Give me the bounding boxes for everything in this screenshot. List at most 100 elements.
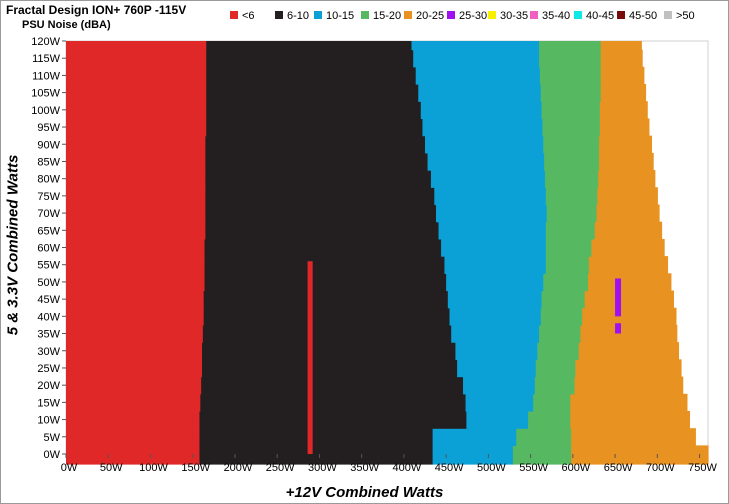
x-tick-label: 450W bbox=[435, 462, 464, 474]
legend-label: 20-25 bbox=[416, 10, 444, 22]
x-tick-label: 400W bbox=[393, 462, 422, 474]
heat-cell bbox=[205, 204, 437, 223]
heat-cell bbox=[66, 359, 203, 378]
heat-cell bbox=[420, 101, 543, 120]
heat-cell bbox=[545, 256, 590, 274]
heat-cell bbox=[545, 238, 593, 257]
legend-swatch bbox=[664, 11, 672, 19]
heat-cell bbox=[204, 273, 447, 292]
heat-cell bbox=[66, 410, 201, 429]
heat-cell bbox=[66, 135, 206, 154]
heat-cell bbox=[430, 170, 546, 188]
heat-anomaly bbox=[615, 278, 621, 317]
heat-cell bbox=[449, 307, 542, 326]
heat-cell bbox=[206, 49, 414, 68]
heat-cell bbox=[441, 238, 547, 257]
heat-cell bbox=[539, 66, 602, 85]
x-tick-label: 250W bbox=[266, 462, 295, 474]
heat-cell bbox=[597, 187, 658, 206]
heat-cell bbox=[438, 221, 547, 240]
heat-cell bbox=[535, 359, 576, 378]
chart-subtitle: PSU Noise (dBA) bbox=[22, 19, 111, 31]
heat-cell bbox=[66, 393, 201, 412]
heat-cell bbox=[600, 84, 647, 102]
heat-cell bbox=[418, 84, 542, 102]
heat-cell bbox=[578, 342, 680, 360]
heat-cell bbox=[543, 135, 600, 154]
heat-cell bbox=[203, 307, 451, 326]
heat-cell bbox=[66, 84, 207, 102]
heat-cell bbox=[451, 324, 540, 343]
heat-cell bbox=[66, 445, 201, 465]
legend-label: >50 bbox=[676, 10, 695, 22]
heat-cell bbox=[539, 324, 582, 343]
heat-cell bbox=[66, 376, 202, 395]
heat-cell bbox=[203, 290, 449, 309]
heat-cell bbox=[444, 256, 547, 274]
heat-cell bbox=[455, 342, 538, 360]
y-tick-label: 25W bbox=[37, 363, 60, 375]
x-tick-label: 150W bbox=[181, 462, 210, 474]
heat-cell bbox=[588, 256, 669, 274]
heat-cell bbox=[580, 324, 678, 343]
heat-cell bbox=[435, 204, 548, 223]
legend-swatch bbox=[404, 11, 412, 19]
y-tick-label: 40W bbox=[37, 311, 60, 323]
heat-cell bbox=[446, 273, 544, 292]
heat-cell bbox=[199, 410, 468, 429]
heat-cell bbox=[543, 273, 589, 292]
heat-cell bbox=[584, 290, 674, 309]
heat-cell bbox=[570, 393, 688, 412]
y-tick-label: 30W bbox=[37, 346, 60, 358]
y-tick-label: 0W bbox=[44, 449, 61, 461]
heat-cell bbox=[201, 376, 464, 395]
x-tick-label: 300W bbox=[308, 462, 337, 474]
heat-cell bbox=[199, 428, 434, 446]
y-tick-label: 35W bbox=[37, 329, 60, 341]
heat-cell bbox=[528, 410, 571, 429]
heat-cell bbox=[541, 101, 601, 120]
x-tick-label: 100W bbox=[139, 462, 168, 474]
heat-cell bbox=[66, 324, 204, 343]
heat-cell bbox=[425, 135, 544, 154]
heat-cell bbox=[202, 324, 452, 343]
y-tick-label: 45W bbox=[37, 294, 60, 306]
legend-label: 15-20 bbox=[373, 10, 401, 22]
heat-cell bbox=[544, 152, 600, 171]
y-tick-label: 115W bbox=[32, 53, 61, 65]
heat-cell bbox=[66, 256, 206, 274]
heat-cell bbox=[432, 428, 517, 446]
y-tick-label: 5W bbox=[44, 432, 61, 444]
chart-title: Fractal Design ION+ 760P -115V bbox=[6, 3, 187, 17]
x-tick-label: 700W bbox=[646, 462, 675, 474]
heat-cell bbox=[205, 187, 435, 206]
heat-cell bbox=[599, 152, 654, 171]
heat-cell bbox=[66, 187, 206, 206]
heat-cell bbox=[206, 41, 413, 51]
heat-cell bbox=[66, 152, 206, 171]
legend-swatch bbox=[488, 11, 496, 19]
heat-cell bbox=[66, 342, 203, 360]
heat-cell bbox=[66, 307, 205, 326]
y-tick-label: 75W bbox=[37, 191, 60, 203]
heat-cell bbox=[205, 170, 432, 188]
heat-cell bbox=[598, 170, 656, 188]
legend-swatch bbox=[617, 11, 625, 19]
y-tick-label: 15W bbox=[37, 397, 60, 409]
x-axis-label: +12V Combined Watts bbox=[285, 484, 444, 501]
heat-cell bbox=[66, 273, 206, 292]
x-tick-label: 500W bbox=[477, 462, 506, 474]
heat-cell bbox=[599, 135, 653, 154]
heat-cell bbox=[574, 376, 684, 395]
legend-swatch bbox=[361, 11, 369, 19]
heat-cell bbox=[204, 256, 446, 274]
heat-cell bbox=[427, 152, 545, 171]
heat-cell bbox=[66, 238, 206, 257]
heat-cell bbox=[205, 135, 426, 154]
heat-cell bbox=[544, 170, 599, 188]
y-tick-label: 20W bbox=[37, 380, 60, 392]
heat-cell bbox=[539, 49, 602, 68]
legend-swatch bbox=[574, 11, 582, 19]
heat-cell bbox=[206, 118, 424, 137]
